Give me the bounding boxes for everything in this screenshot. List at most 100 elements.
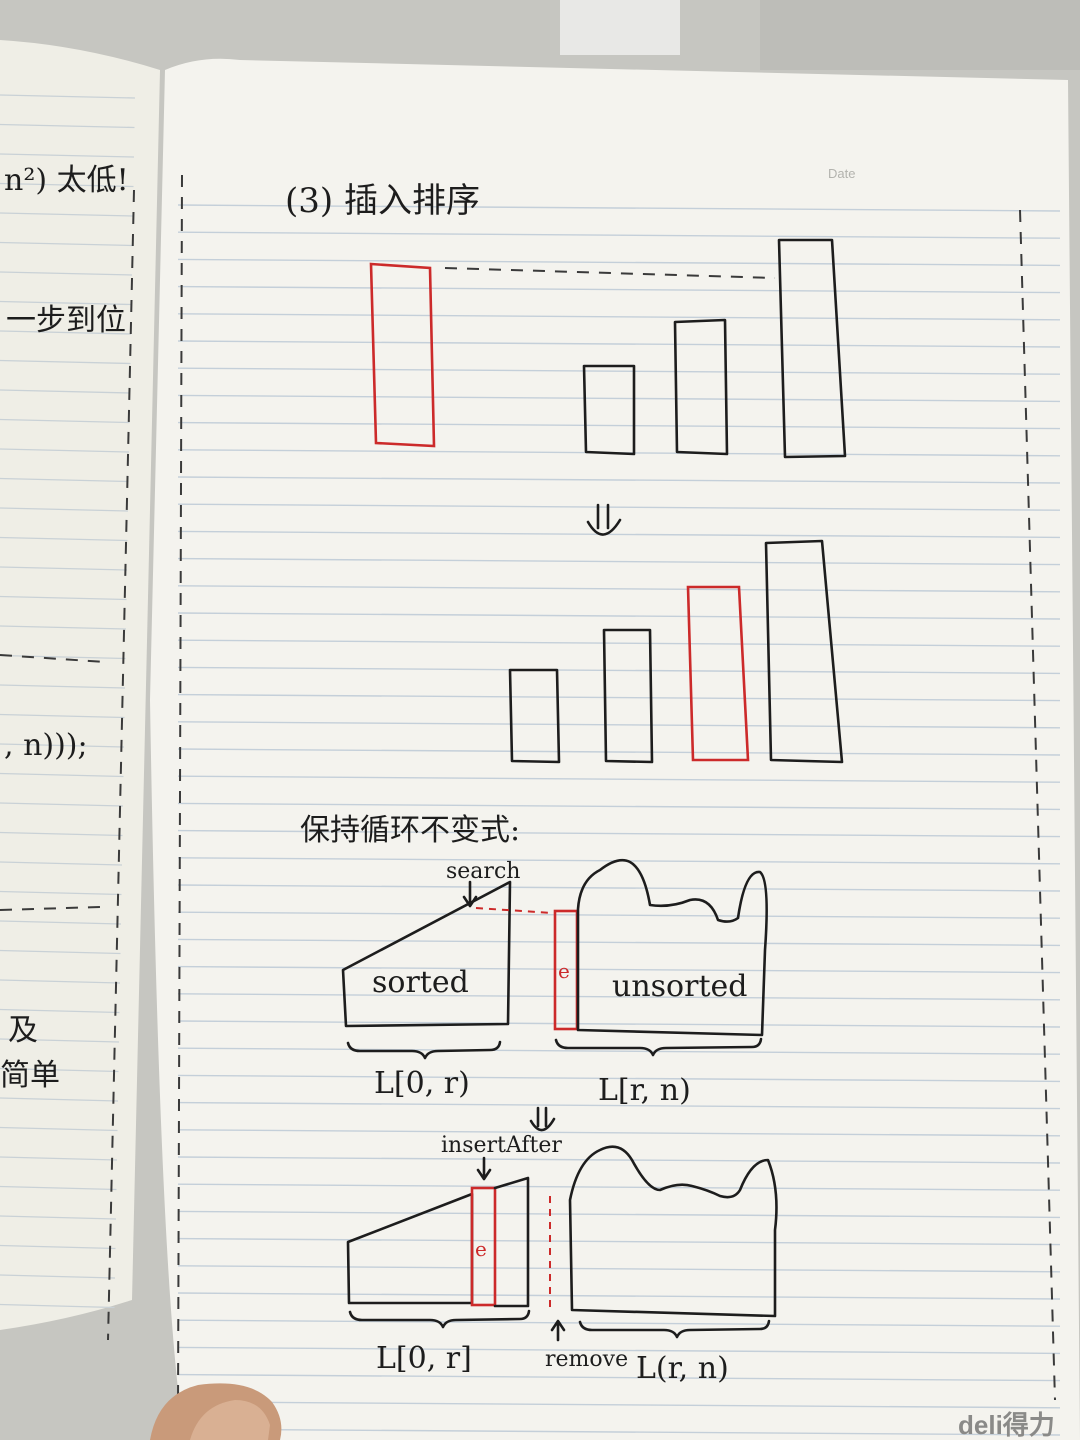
ruled-line	[0, 536, 128, 542]
left-fragment-2: 一步到位	[6, 303, 126, 338]
ruled-line	[0, 271, 133, 276]
sorted-region-after-tail	[493, 1176, 530, 1308]
ruled-line	[0, 979, 121, 984]
ruled-line	[177, 1210, 1061, 1219]
ruled-line	[177, 1101, 1061, 1110]
ruled-line	[0, 713, 125, 719]
ruled-line	[177, 1428, 1061, 1436]
right-page-rules	[177, 204, 1061, 1436]
ruled-line	[0, 743, 125, 748]
ruled-line	[0, 949, 121, 955]
ruled-line	[177, 721, 1061, 729]
ruled-line	[177, 748, 1061, 756]
remove-label: remove	[545, 1347, 628, 1372]
ruled-line	[0, 1067, 119, 1073]
ruled-line	[177, 367, 1061, 375]
ruled-line	[0, 241, 133, 247]
ruled-line	[177, 1292, 1061, 1300]
insert-after-arrow-icon	[476, 1156, 492, 1181]
bars-before	[369, 238, 847, 459]
invariant-diagram-top: search sorted e unsorted L[0, r) L[r, n)	[341, 858, 768, 1108]
ruled-line	[177, 802, 1061, 811]
ruled-line	[0, 330, 132, 335]
ruled-line	[177, 258, 1061, 267]
ruled-line	[177, 938, 1061, 947]
brace-unsorted-top	[554, 1037, 763, 1057]
ruled-line	[177, 1346, 1061, 1355]
ruled-line	[177, 1047, 1061, 1055]
ruled-line	[0, 861, 123, 866]
ruled-line	[0, 595, 127, 601]
ruled-line	[0, 300, 132, 306]
height-guide-dashed	[444, 267, 776, 279]
ruled-line	[177, 1237, 1061, 1246]
ruled-line	[177, 285, 1061, 294]
ruled-line	[177, 1129, 1061, 1137]
remove-arrow-icon	[550, 1319, 566, 1342]
ruled-line	[0, 684, 126, 689]
range-unsorted-bottom-label: L(r, n)	[636, 1351, 729, 1386]
ruled-line	[0, 772, 124, 778]
brace-sorted-bottom	[348, 1309, 531, 1329]
ruled-line	[177, 993, 1061, 1001]
ruled-line	[177, 585, 1061, 593]
page-heading: (3) 插入排序	[285, 181, 480, 221]
ruled-line	[0, 920, 122, 925]
ruled-line	[0, 418, 130, 424]
ruled-line	[177, 612, 1061, 620]
ruled-line	[177, 911, 1061, 919]
bar-tall-after	[764, 539, 844, 764]
bar-medium-after	[602, 628, 654, 764]
page-margin-dashes	[107, 174, 1056, 1411]
brace-unsorted-bottom	[578, 1319, 771, 1339]
date-label: Date	[828, 166, 855, 181]
left-fragment-4: 及	[8, 1013, 38, 1048]
ruled-line	[0, 654, 126, 660]
bar-red-inserted	[686, 585, 750, 762]
ruled-line	[177, 666, 1061, 675]
ruled-line	[0, 566, 128, 571]
unsorted-label: unsorted	[612, 969, 747, 1004]
element-e-label: e	[558, 959, 570, 983]
ruled-line	[0, 1185, 117, 1191]
ruled-line	[177, 313, 1061, 321]
bar-medium	[673, 318, 729, 456]
ruled-line	[177, 829, 1061, 838]
sorted-region	[341, 880, 512, 1028]
bar-small	[582, 364, 636, 456]
ruled-line	[177, 1265, 1061, 1273]
left-fragment-5: 简单	[0, 1058, 60, 1093]
ruled-line	[0, 477, 129, 483]
loop-invariant-label: 保持循环不变式:	[300, 813, 520, 848]
ruled-line	[177, 530, 1061, 539]
ruled-line	[177, 965, 1061, 974]
ruled-line	[177, 1020, 1061, 1028]
sorted-label: sorted	[372, 965, 469, 1000]
left-page-rules	[0, 94, 136, 1309]
down-arrow-icon-2	[529, 1106, 556, 1132]
ruled-line	[0, 1126, 118, 1132]
range-sorted-top-label: L[0, r)	[374, 1066, 470, 1101]
ruled-line	[177, 639, 1061, 647]
bars-after	[508, 539, 844, 764]
left-page-fragments: n²) 太低! 一步到位 , n))); 及 简单	[0, 163, 129, 1093]
bar-red-selected	[369, 262, 436, 448]
ruled-line	[0, 123, 135, 129]
ruled-line	[177, 557, 1061, 566]
ruled-line	[0, 359, 131, 365]
insert-after-label: insertAfter	[441, 1133, 562, 1158]
ruled-line	[177, 884, 1061, 892]
ruled-line	[0, 1097, 119, 1102]
ruled-line	[0, 153, 135, 158]
ruled-line	[0, 802, 124, 807]
ruled-line	[0, 1274, 116, 1279]
ruled-line	[177, 503, 1061, 511]
ruled-line	[177, 1401, 1061, 1409]
ruled-line	[177, 231, 1061, 239]
left-fragment-1: n²) 太低!	[4, 163, 129, 198]
ruled-line	[177, 1183, 1061, 1191]
ruled-line	[177, 1319, 1061, 1327]
range-unsorted-top-label: L[r, n)	[598, 1073, 691, 1108]
ruled-line	[0, 1244, 116, 1250]
